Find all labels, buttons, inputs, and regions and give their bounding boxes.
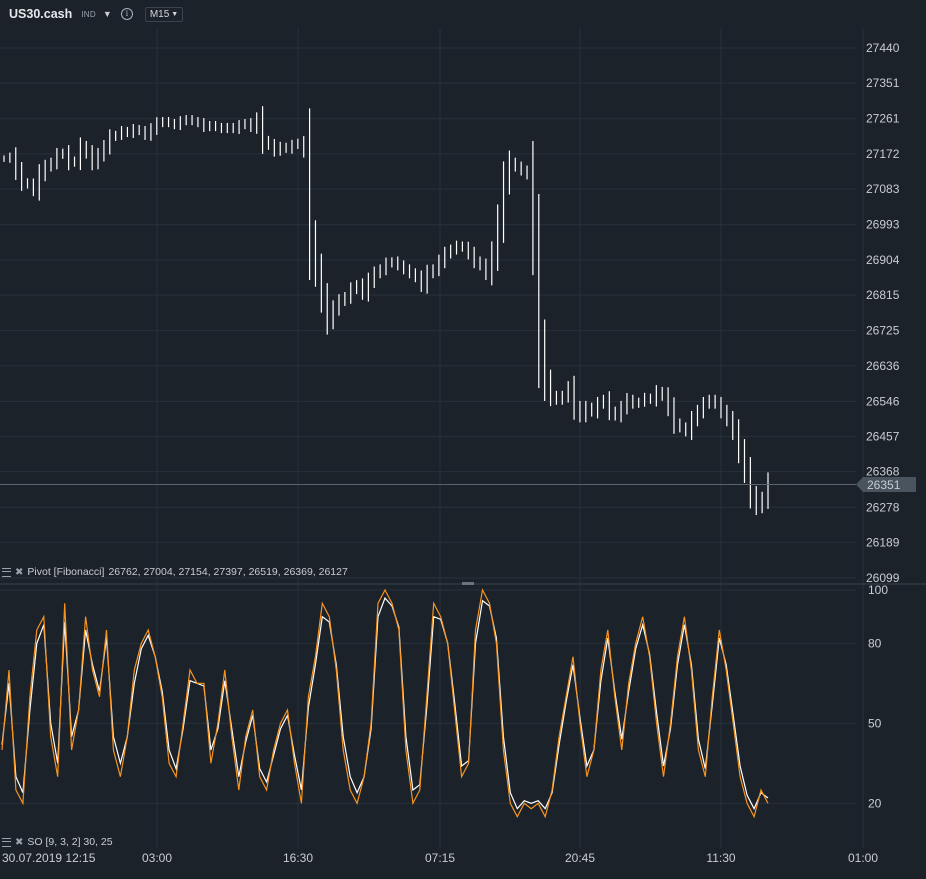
price-tick-label: 26993 [866,218,900,232]
current-price-label: 26351 [867,478,901,492]
price-tick-label: 26636 [866,359,900,373]
time-tick-label: 01:00 [848,851,878,865]
instrument-type-badge: IND [81,9,96,19]
price-tick-label: 26278 [866,500,900,514]
chart-header: US30.cash IND ▼ i M15 ▼ [0,0,926,28]
time-tick-label: 30.07.2019 12:15 [2,851,96,865]
price-tick-label: 27172 [866,147,900,161]
time-tick-label: 03:00 [142,851,172,865]
pivot-study-values: 26762, 27004, 27154, 27397, 26519, 26369… [108,566,348,578]
price-tick-label: 26189 [866,535,900,549]
menu-icon[interactable] [2,837,11,847]
price-candles [3,106,769,516]
current-price-tag [856,477,916,492]
time-tick-label: 16:30 [283,851,313,865]
so-tick-label: 50 [868,716,882,730]
price-tick-label: 26368 [866,465,900,479]
time-tick-label: 11:30 [706,851,735,865]
so-tick-label: 100 [868,583,888,597]
so-d-line [1,596,769,811]
timeframe-label: M15 [149,8,170,20]
info-icon[interactable]: i [120,8,133,20]
price-tick-label: 27261 [866,112,900,126]
pivot-study-name: Pivot [Fibonacci] [27,566,105,578]
menu-icon[interactable] [2,567,11,577]
grid-lines [0,28,864,848]
time-tick-label: 07:15 [425,851,455,865]
price-tick-label: 26815 [866,288,900,302]
price-tick-label: 27083 [866,182,900,196]
so-tick-label: 20 [868,796,882,810]
chevron-down-icon[interactable]: ▼ [102,9,112,19]
chevron-down-icon: ▼ [171,10,179,18]
pane-resize-handle[interactable] [462,582,474,585]
price-tick-label: 27440 [866,41,900,55]
time-tick-label: 20:45 [565,851,595,865]
close-icon[interactable]: ✖ [15,836,24,848]
timeframe-selector[interactable]: M15 ▼ [144,6,184,22]
axis-labels: 27440 27351 27261 27172 27083 26993 26904 26815… [2,41,900,865]
price-tick-label: 26725 [866,324,900,338]
so-tick-label: 80 [868,636,882,650]
so-study-legend: ✖ SO [9, 3, 2] 30, 25 [2,836,113,848]
symbol-label[interactable]: US30.cash [9,7,73,21]
so-k-line [1,588,769,819]
so-study-name: SO [9, 3, 2] 30, 25 [27,836,113,848]
close-icon[interactable]: ✖ [15,566,24,578]
price-tick-label: 26904 [866,253,900,267]
price-tick-label: 26099 [866,571,900,585]
price-tick-label: 27351 [866,76,900,90]
pivot-study-legend: ✖ Pivot [Fibonacci] 26762, 27004, 27154,… [2,566,348,578]
price-tick-label: 26546 [866,394,900,408]
stochastic-lines [1,588,769,819]
price-tick-label: 26457 [866,430,900,444]
